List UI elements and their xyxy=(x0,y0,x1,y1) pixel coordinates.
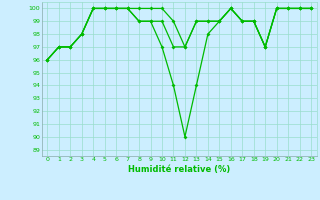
X-axis label: Humidité relative (%): Humidité relative (%) xyxy=(128,165,230,174)
